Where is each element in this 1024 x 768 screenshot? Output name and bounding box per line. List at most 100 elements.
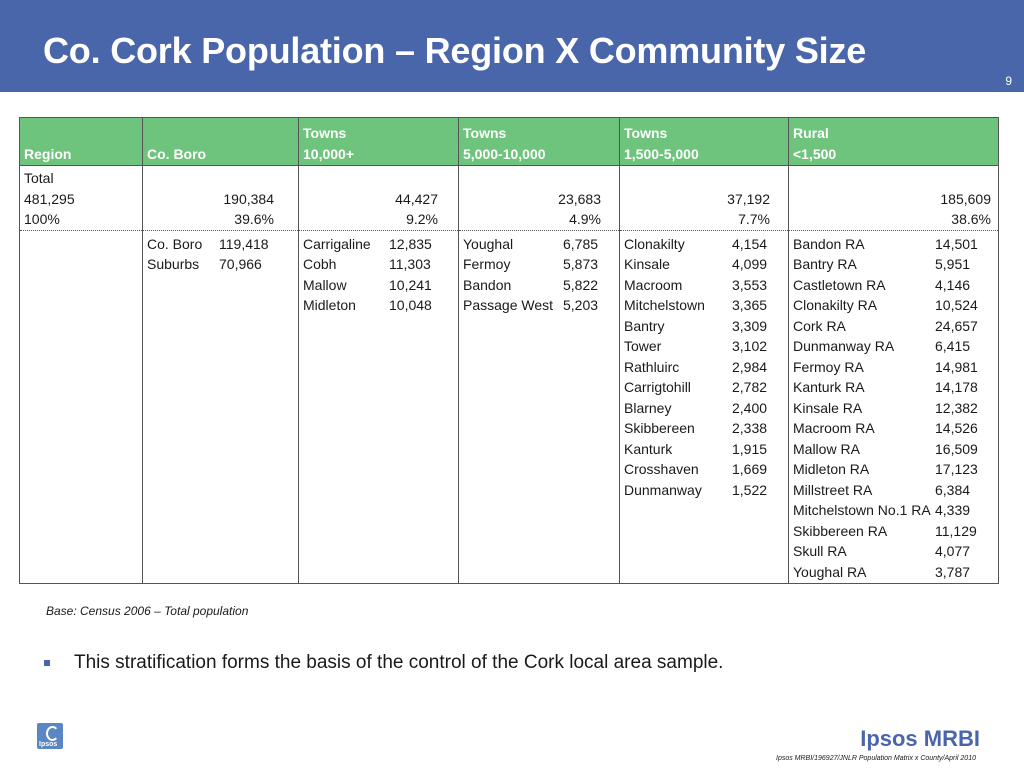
place-name: Mallow bbox=[303, 276, 347, 293]
list-item: Skibbereen 2,338 bbox=[624, 418, 784, 439]
place-population: 5,873 bbox=[563, 256, 599, 272]
total-towns-1500-cell: 37,192 7.7% bbox=[619, 165, 789, 231]
list-item: Skull RA 4,077 bbox=[793, 541, 994, 562]
place-population: 6,785 bbox=[563, 235, 599, 252]
place-name: Skibbereen bbox=[624, 420, 695, 436]
page-number: 9 bbox=[1005, 74, 1012, 88]
place-name: Blarney bbox=[624, 399, 672, 416]
place-population: 1,915 bbox=[732, 440, 768, 457]
total-population: 481,295 bbox=[24, 190, 75, 207]
list-item: Kanturk 1,915 bbox=[624, 439, 784, 460]
header-towns-1500-5000: Towns 1,500-5,000 bbox=[619, 117, 789, 166]
place-name: Cobh bbox=[303, 256, 337, 272]
list-item: Fermoy RA 14,981 bbox=[793, 357, 994, 378]
place-population: 2,338 bbox=[732, 420, 768, 436]
total-value: 37,192 bbox=[727, 190, 770, 207]
list-item: Crosshaven 1,669 bbox=[624, 459, 784, 480]
place-population: 3,102 bbox=[732, 338, 768, 354]
population-table: Region Co. Boro Towns 10,000+ Towns 5,000-… bbox=[19, 117, 999, 584]
place-population: 6,415 bbox=[935, 338, 971, 354]
total-towns-5000-cell: 23,683 4.9% bbox=[458, 165, 620, 231]
place-population: 4,154 bbox=[732, 235, 768, 252]
total-share: 38.6% bbox=[951, 211, 991, 227]
list-item: Mitchelstown 3,365 bbox=[624, 295, 784, 316]
detail-towns-1500-cell: Clonakilty 4,154 Kinsale 4,099 Macroom 3,553 M… bbox=[619, 230, 789, 584]
total-value: 44,427 bbox=[395, 190, 438, 207]
place-name: Fermoy bbox=[463, 256, 511, 272]
place-name: Skull RA bbox=[793, 543, 847, 559]
place-population: 12,835 bbox=[389, 235, 432, 252]
place-population: 10,048 bbox=[389, 297, 432, 313]
place-population: 2,984 bbox=[732, 358, 768, 375]
total-share: 7.7% bbox=[738, 211, 770, 227]
place-population: 14,526 bbox=[935, 420, 978, 436]
list-item: Dunmanway 1,522 bbox=[624, 480, 784, 501]
place-name: Bandon RA bbox=[793, 235, 865, 252]
total-row: Total 481,295 100% 190,384 39.6% 44,427 … bbox=[19, 165, 999, 231]
list-item: Carrigaline 12,835 bbox=[303, 234, 454, 255]
list-item: Carrigtohill 2,782 bbox=[624, 377, 784, 398]
place-population: 14,981 bbox=[935, 358, 978, 375]
list-item: Rathluirc 2,984 bbox=[624, 357, 784, 378]
place-name: Kinsale RA bbox=[793, 399, 863, 416]
place-name: Carrigaline bbox=[303, 235, 371, 252]
place-name: Dunmanway bbox=[624, 481, 702, 498]
detail-towns-10000-cell: Carrigaline 12,835 Cobh 11,303 Mallow 10,241 M… bbox=[298, 230, 459, 584]
place-population: 3,365 bbox=[732, 297, 768, 313]
total-value: 185,609 bbox=[940, 190, 991, 207]
bullet-square-icon bbox=[44, 660, 50, 666]
list-item: Millstreet RA 6,384 bbox=[793, 480, 994, 501]
header-towns-5000-10000: Towns 5,000-10,000 bbox=[458, 117, 620, 166]
list-item: Mallow RA 16,509 bbox=[793, 439, 994, 460]
place-name: Bantry RA bbox=[793, 256, 857, 272]
total-value: 190,384 bbox=[223, 190, 274, 207]
list-item: Castletown RA 4,146 bbox=[793, 275, 994, 296]
place-population: 11,303 bbox=[389, 256, 431, 272]
header-row: Region Co. Boro Towns 10,000+ Towns 5,000-… bbox=[19, 117, 999, 166]
place-name: Clonakilty RA bbox=[793, 297, 878, 313]
detail-co-boro-cell: Co. Boro 119,418 Suburbs 70,966 bbox=[142, 230, 299, 584]
title-bar: Co. Cork Population – Region X Community… bbox=[0, 0, 1024, 92]
place-population: 3,309 bbox=[732, 317, 768, 334]
list-item: Co. Boro 119,418 bbox=[147, 234, 294, 255]
place-name: Fermoy RA bbox=[793, 358, 864, 375]
header-rural: Rural <1,500 bbox=[788, 117, 999, 166]
total-co-boro-cell: 190,384 39.6% bbox=[142, 165, 299, 231]
place-name: Bantry bbox=[624, 317, 665, 334]
list-item: Midleton 10,048 bbox=[303, 295, 454, 316]
place-population: 14,501 bbox=[935, 235, 978, 252]
place-population: 70,966 bbox=[219, 256, 262, 272]
place-name: Mitchelstown No.1 RA bbox=[793, 502, 931, 518]
footer-reference: Ipsos MRBI/196927/JNLR Population Matrix… bbox=[776, 755, 976, 762]
place-name: Macroom bbox=[624, 276, 683, 293]
place-population: 1,669 bbox=[732, 461, 768, 477]
place-population: 11,129 bbox=[935, 522, 977, 539]
header-region: Region bbox=[19, 117, 143, 166]
place-name: Kanturk RA bbox=[793, 379, 865, 395]
total-share: 9.2% bbox=[406, 211, 438, 227]
place-population: 10,524 bbox=[935, 297, 978, 313]
list-item: Cork RA 24,657 bbox=[793, 316, 994, 337]
place-name: Bandon bbox=[463, 276, 512, 293]
place-population: 10,241 bbox=[389, 276, 432, 293]
place-population: 24,657 bbox=[935, 317, 978, 334]
place-population: 17,123 bbox=[935, 461, 978, 477]
list-item: Bantry RA 5,951 bbox=[793, 254, 994, 275]
list-item: Clonakilty 4,154 bbox=[624, 234, 784, 255]
list-item: Mallow 10,241 bbox=[303, 275, 454, 296]
place-name: Dunmanway RA bbox=[793, 338, 895, 354]
place-population: 5,951 bbox=[935, 256, 971, 272]
place-population: 16,509 bbox=[935, 440, 978, 457]
detail-rural-cell: Bandon RA 14,501 Bantry RA 5,951 Castletown … bbox=[788, 230, 999, 584]
list-item: Bandon RA 14,501 bbox=[793, 234, 994, 255]
place-population: 6,384 bbox=[935, 481, 971, 498]
place-population: 119,418 bbox=[219, 235, 269, 252]
bullet-text: This stratification forms the basis of t… bbox=[74, 652, 724, 673]
list-item: Fermoy 5,873 bbox=[463, 254, 615, 275]
slide-title: Co. Cork Population – Region X Community… bbox=[43, 30, 867, 71]
place-name: Youghal RA bbox=[793, 563, 867, 580]
place-population: 5,203 bbox=[563, 297, 599, 313]
place-population: 4,339 bbox=[935, 502, 971, 518]
total-value: 23,683 bbox=[558, 190, 601, 207]
list-item: Blarney 2,400 bbox=[624, 398, 784, 419]
